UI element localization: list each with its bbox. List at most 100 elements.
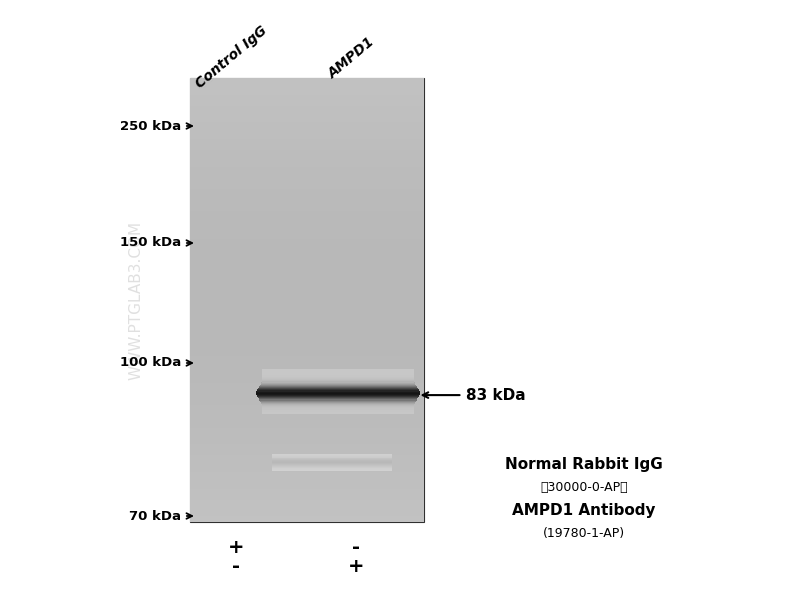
Bar [261, 383, 415, 385]
Bar [190, 328, 424, 334]
Bar [190, 344, 424, 350]
Bar [272, 460, 392, 461]
Bar [190, 128, 424, 133]
Bar [272, 461, 392, 462]
Bar [260, 400, 416, 401]
Bar [262, 404, 414, 405]
Bar [190, 78, 424, 522]
Text: 150 kDa: 150 kDa [120, 236, 181, 250]
Bar [259, 386, 417, 387]
Bar [262, 410, 414, 412]
Bar [190, 155, 424, 161]
Bar [190, 233, 424, 239]
Bar [190, 172, 424, 178]
Bar [262, 382, 414, 383]
Bar [262, 406, 414, 407]
Bar [262, 377, 414, 378]
Bar [257, 396, 419, 397]
Bar [190, 505, 424, 511]
Bar [257, 389, 419, 391]
Bar [190, 78, 424, 83]
Bar [190, 106, 424, 112]
Bar [258, 398, 418, 400]
Bar [190, 289, 424, 295]
Bar [272, 456, 392, 457]
Bar [190, 483, 424, 488]
Bar [190, 433, 424, 439]
Bar [190, 95, 424, 100]
Bar [190, 150, 424, 156]
Bar [190, 372, 424, 378]
Bar [272, 457, 392, 458]
Bar [190, 305, 424, 311]
Bar [190, 111, 424, 117]
Bar [272, 466, 392, 467]
Bar [190, 122, 424, 128]
Bar [190, 167, 424, 172]
Bar [258, 397, 418, 398]
Bar [190, 466, 424, 472]
Text: 250 kDa: 250 kDa [120, 119, 181, 133]
Bar [190, 317, 424, 322]
Bar [262, 371, 414, 373]
Bar [190, 83, 424, 89]
Bar [260, 385, 416, 386]
Bar [262, 376, 414, 377]
Bar [190, 333, 424, 339]
Bar [190, 389, 424, 394]
Text: AMPD1 Antibody: AMPD1 Antibody [512, 503, 656, 518]
Bar [272, 467, 392, 469]
Bar [262, 379, 414, 380]
Bar [190, 278, 424, 283]
Text: AMPD1: AMPD1 [326, 34, 378, 81]
Bar [190, 266, 424, 272]
Bar [190, 222, 424, 228]
Bar [190, 444, 424, 450]
Text: 83 kDa: 83 kDa [466, 388, 526, 403]
Bar [190, 511, 424, 517]
Bar [190, 311, 424, 317]
Bar [190, 206, 424, 211]
Bar [272, 463, 392, 464]
Bar [262, 403, 414, 404]
Bar [190, 217, 424, 222]
Bar [190, 383, 424, 389]
Bar [190, 355, 424, 361]
Bar [272, 461, 392, 463]
Bar [259, 399, 417, 401]
Bar [262, 412, 414, 413]
Bar [262, 380, 414, 382]
Bar [262, 374, 414, 376]
Bar [190, 422, 424, 428]
Bar [190, 416, 424, 422]
Bar [190, 377, 424, 383]
Bar [262, 378, 414, 379]
Bar [190, 244, 424, 250]
Text: Control IgG: Control IgG [193, 24, 270, 91]
Text: WWW.PTGLAB3.COM: WWW.PTGLAB3.COM [129, 220, 143, 380]
Bar [190, 194, 424, 200]
Bar [190, 189, 424, 194]
Bar [190, 261, 424, 266]
Bar [190, 295, 424, 300]
Bar [272, 464, 392, 465]
Bar [256, 392, 420, 394]
Bar [190, 461, 424, 467]
Bar [190, 394, 424, 400]
Bar [256, 394, 420, 395]
Bar [256, 391, 420, 392]
Bar [258, 388, 418, 389]
Bar [262, 373, 414, 374]
Bar [262, 370, 414, 371]
Bar [190, 145, 424, 150]
Bar [272, 459, 392, 460]
Bar [190, 517, 424, 522]
Text: -: - [232, 557, 240, 577]
Bar [190, 200, 424, 206]
Bar [272, 455, 392, 456]
Bar [262, 381, 414, 383]
Bar [262, 405, 414, 406]
Bar [190, 272, 424, 278]
Bar [190, 89, 424, 95]
Bar [272, 470, 392, 471]
